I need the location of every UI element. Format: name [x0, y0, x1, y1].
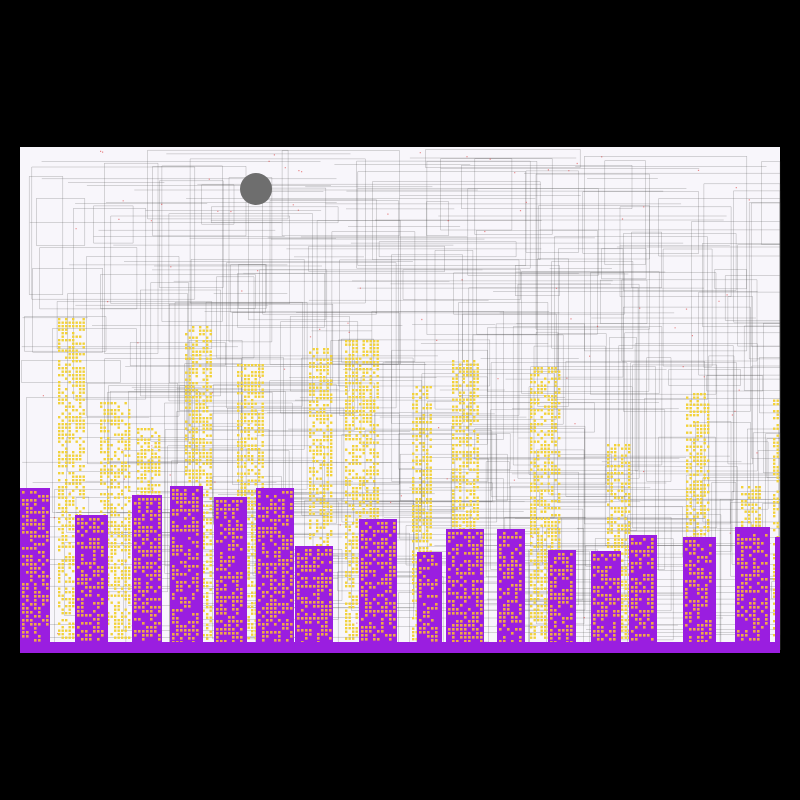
dot-tower — [530, 367, 561, 639]
windows — [593, 554, 620, 645]
windows — [258, 491, 293, 646]
windows — [22, 491, 49, 646]
windows — [448, 532, 483, 643]
moon — [240, 173, 272, 205]
windows — [685, 540, 712, 643]
windows — [172, 489, 199, 644]
building — [75, 515, 108, 648]
building — [775, 537, 780, 648]
building — [735, 527, 770, 648]
buildings — [20, 486, 780, 648]
windows — [550, 553, 573, 644]
ground — [20, 642, 780, 653]
windows — [419, 555, 438, 646]
windows — [77, 518, 104, 645]
building — [132, 495, 162, 648]
windows — [216, 500, 243, 643]
windows — [631, 538, 654, 645]
windows — [361, 522, 396, 645]
windows — [134, 498, 161, 645]
